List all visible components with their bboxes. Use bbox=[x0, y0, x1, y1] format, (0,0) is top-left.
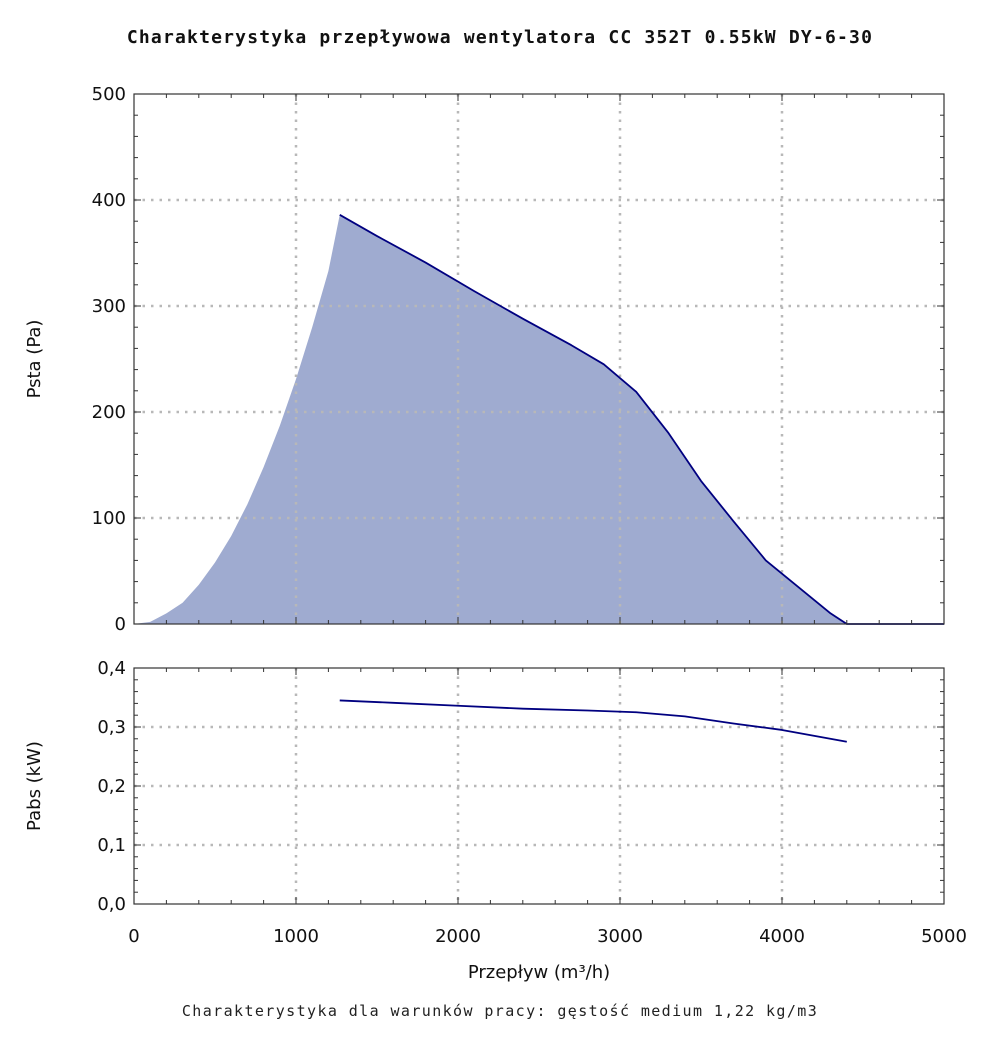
x-axis-title: Przepływ (m³/h) bbox=[468, 962, 610, 983]
y-tick-label: 300 bbox=[92, 296, 126, 317]
y-axis-title-pressure: Psta (Pa) bbox=[24, 320, 45, 399]
x-tick-label: 3000 bbox=[597, 926, 643, 947]
x-tick-label: 2000 bbox=[435, 926, 481, 947]
y-tick-label: 0,0 bbox=[97, 894, 126, 915]
y-tick-label: 0,3 bbox=[97, 717, 126, 738]
x-tick-label: 5000 bbox=[921, 926, 967, 947]
x-tick-label: 0 bbox=[128, 926, 139, 947]
y-tick-label: 100 bbox=[92, 508, 126, 529]
plot-frame bbox=[133, 93, 945, 625]
y-tick-label: 0 bbox=[115, 614, 126, 635]
y-tick-label: 500 bbox=[92, 84, 126, 105]
pressure-panel: 0 100 200 300 400 500 bbox=[92, 84, 945, 635]
power-panel: 0,0 0,1 0,2 0,3 0,4 0 1000 2000 3000 4000 5000 bbox=[97, 658, 967, 947]
y-tick-label: 400 bbox=[92, 190, 126, 211]
y-axis-title-power: Pabs (kW) bbox=[24, 741, 45, 831]
y-tick-label: 0,2 bbox=[97, 776, 126, 797]
y-tick-label: 0,1 bbox=[97, 835, 126, 856]
x-tick-label: 1000 bbox=[273, 926, 319, 947]
power-curve bbox=[339, 699, 847, 743]
operating-area bbox=[134, 214, 944, 624]
x-tick-label: 4000 bbox=[759, 926, 805, 947]
chart-title: Charakterystyka przepływowa wentylatora … bbox=[126, 27, 874, 48]
y-tick-label: 200 bbox=[92, 402, 126, 423]
footnote: Charakterystyka dla warunków pracy: gęst… bbox=[181, 1002, 819, 1020]
y-tick-label: 0,4 bbox=[97, 658, 126, 679]
pressure-curve bbox=[339, 214, 944, 625]
